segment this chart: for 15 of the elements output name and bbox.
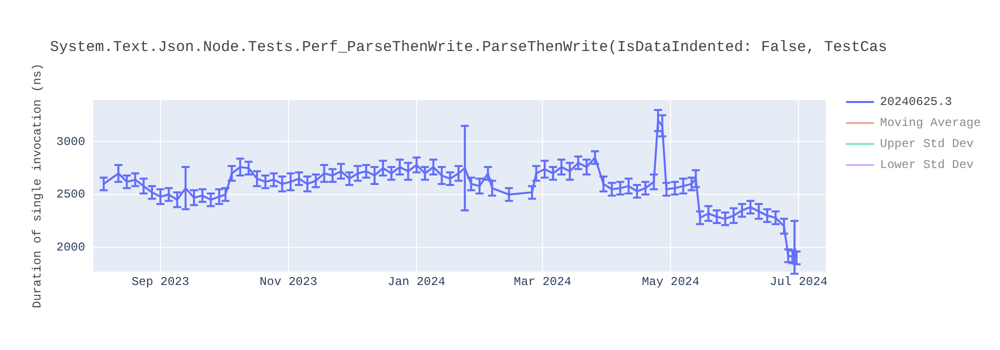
x-tick-label: Jan 2024 xyxy=(388,274,446,289)
x-tick-label: Sep 2023 xyxy=(132,274,190,289)
x-tick-label: May 2024 xyxy=(642,274,700,289)
legend-label: Upper Std Dev xyxy=(880,137,974,152)
y-tick-label: 2000 xyxy=(56,240,86,254)
y-tick-label: 2500 xyxy=(56,188,86,202)
legend-label: 20240625.3 xyxy=(880,95,952,110)
y-tick-label: 3000 xyxy=(56,134,86,149)
chart-title: System.Text.Json.Node.Tests.Perf_ParseThenWrite.ParseThenWrite(IsDataIndented: False, TestCas xyxy=(50,38,888,56)
legend-label: Lower Std Dev xyxy=(880,158,974,172)
x-tick-label: Mar 2024 xyxy=(514,274,572,289)
x-tick-label: Jul 2024 xyxy=(770,274,828,289)
legend-label: Moving Average xyxy=(880,116,981,130)
x-tick-label: Nov 2023 xyxy=(260,274,318,289)
y-axis-title: Duration of single invocation (ns) xyxy=(30,63,44,308)
